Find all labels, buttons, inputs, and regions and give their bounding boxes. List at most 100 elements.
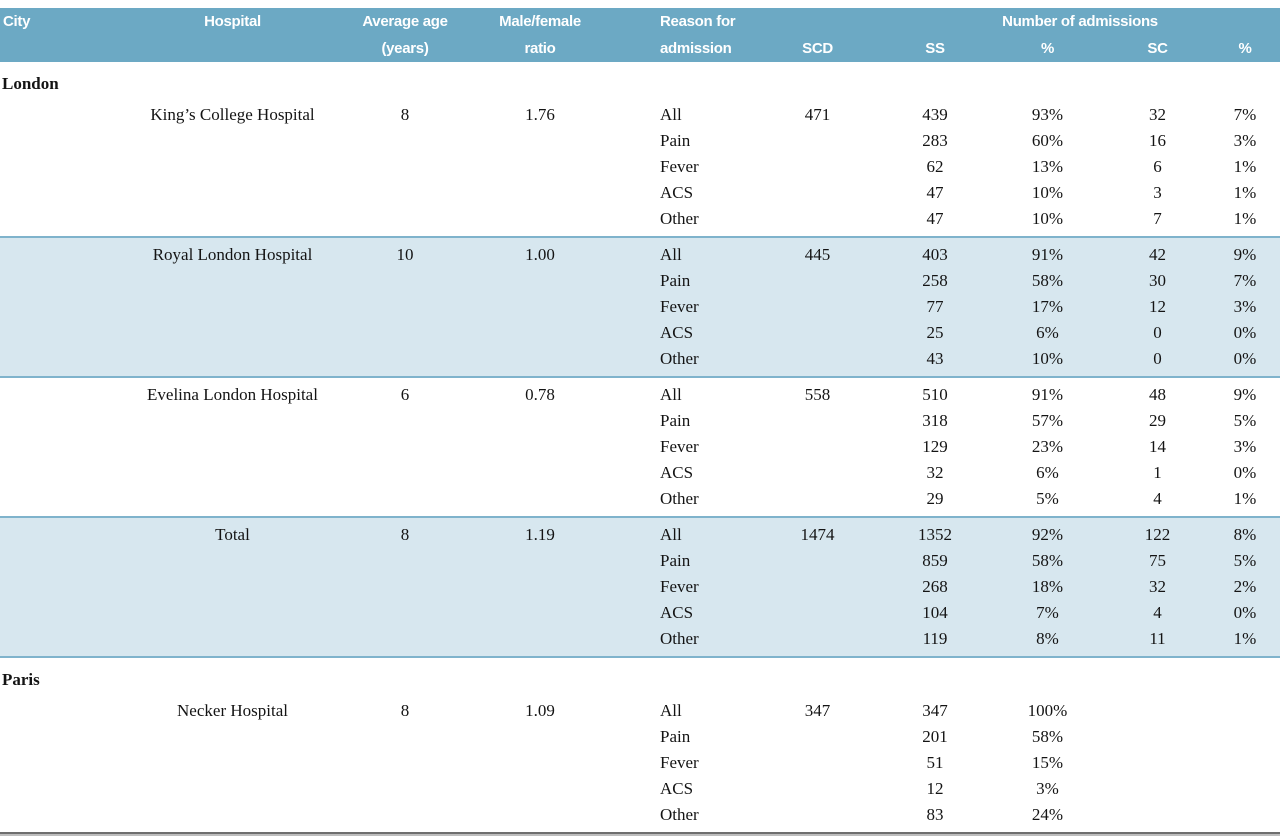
col-header-sc-pct: % xyxy=(1210,35,1280,62)
cell-reason: Other xyxy=(660,349,699,368)
cell-city xyxy=(0,486,130,517)
cell-scd xyxy=(755,180,880,206)
cell-mf-ratio xyxy=(475,486,605,517)
cell-mf-ratio xyxy=(475,626,605,657)
cell-reason: Fever xyxy=(660,437,699,456)
cell-reason: ACS xyxy=(660,779,694,798)
cell-ss-pct: 92% xyxy=(1031,525,1064,544)
cell-hospital xyxy=(130,600,335,626)
cell-mf-ratio xyxy=(475,408,605,434)
cell-reason: Pain xyxy=(660,131,691,150)
cell-sc: 16 xyxy=(1149,131,1166,150)
hospital-section: Necker Hospital 8 1.09 All 347 347 100% Pain 201… xyxy=(0,694,1280,832)
cell-city xyxy=(0,574,130,600)
header-row-1: City Hospital Average age (years) Male/f… xyxy=(0,8,1280,62)
cell-reason: Other xyxy=(660,805,699,824)
cell-scd xyxy=(755,320,880,346)
table-row: Evelina London Hospital 6 0.78 All 558 510 91%… xyxy=(0,377,1280,408)
cell-sc-pct: 7% xyxy=(1233,105,1257,124)
cell-sc-pct: 0% xyxy=(1233,463,1257,482)
cell-ss-pct: 10% xyxy=(1031,183,1064,202)
cell-ss: 83 xyxy=(926,805,944,824)
cell-ss: 25 xyxy=(926,323,944,342)
reason-line1: Reason for xyxy=(660,13,736,30)
cell-scd: 1474 xyxy=(800,525,835,544)
cell-avg-age xyxy=(335,724,475,750)
cell-city xyxy=(0,434,130,460)
cell-ss-pct: 10% xyxy=(1031,209,1064,228)
table-row: Pain 318 57% 29 5% xyxy=(0,408,1280,434)
cell-sc: 32 xyxy=(1149,105,1166,124)
cell-scd xyxy=(755,626,880,657)
cell-hospital xyxy=(130,408,335,434)
cell-hospital xyxy=(130,128,335,154)
cell-avg-age xyxy=(335,574,475,600)
cell-ss-pct: 91% xyxy=(1031,245,1064,264)
cell-mf-ratio xyxy=(475,600,605,626)
cell-avg-age xyxy=(335,294,475,320)
table-row: Other 119 8% 11 1% xyxy=(0,626,1280,657)
cell-sc-pct: 9% xyxy=(1233,385,1257,404)
cell-city xyxy=(0,294,130,320)
cell-scd xyxy=(755,294,880,320)
table-row: Necker Hospital 8 1.09 All 347 347 100% xyxy=(0,694,1280,724)
cell-hospital: King’s College Hospital xyxy=(150,105,315,124)
cell-hospital xyxy=(130,460,335,486)
col-header-hospital-label: Hospital xyxy=(204,13,261,30)
cell-ss: 47 xyxy=(926,183,944,202)
cell-ss-pct: 3% xyxy=(1036,779,1059,798)
cell-hospital xyxy=(130,294,335,320)
cell-reason: Fever xyxy=(660,577,699,596)
cell-reason: ACS xyxy=(660,323,694,342)
cell-mf-ratio xyxy=(475,128,605,154)
col-header-number-of-admissions: Number of admissions xyxy=(880,8,1280,35)
cell-ss: 51 xyxy=(926,753,944,772)
cell-hospital xyxy=(130,776,335,802)
cell-avg-age xyxy=(335,268,475,294)
city-label: London xyxy=(2,74,59,93)
cell-mf-ratio: 1.00 xyxy=(525,245,555,264)
cell-sc: 12 xyxy=(1149,297,1166,316)
cell-ss-pct: 5% xyxy=(1036,489,1059,508)
col-header-ss: SS xyxy=(880,35,990,62)
cell-sc: 0 xyxy=(1153,323,1162,342)
cell-sc-pct: 1% xyxy=(1233,183,1257,202)
cell-reason: All xyxy=(660,385,682,404)
cell-mf-ratio: 0.78 xyxy=(525,385,555,404)
cell-mf-ratio xyxy=(475,320,605,346)
cell-avg-age xyxy=(335,206,475,237)
cell-sc-pct: 0% xyxy=(1233,603,1257,622)
cell-city xyxy=(0,517,130,548)
cell-mf-ratio xyxy=(475,548,605,574)
cell-reason: All xyxy=(660,525,682,544)
cell-scd xyxy=(755,128,880,154)
cell-avg-age xyxy=(335,802,475,832)
reason-line2: admission xyxy=(660,40,732,57)
cell-ss-pct: 18% xyxy=(1031,577,1064,596)
cell-avg-age xyxy=(335,408,475,434)
scd-label: SCD xyxy=(802,40,833,57)
cell-sc: 75 xyxy=(1149,551,1166,570)
col-header-sc: SC xyxy=(1105,35,1210,62)
cell-scd xyxy=(755,486,880,517)
cell-sc: 7 xyxy=(1153,209,1162,228)
cell-ss-pct: 93% xyxy=(1031,105,1064,124)
cell-scd xyxy=(755,574,880,600)
cell-scd xyxy=(755,408,880,434)
cell-scd: 347 xyxy=(804,701,831,720)
cell-ss-pct: 58% xyxy=(1031,727,1064,746)
cell-mf-ratio xyxy=(475,180,605,206)
cell-scd xyxy=(755,154,880,180)
col-header-reason: Reason for admission xyxy=(605,8,755,62)
cell-scd xyxy=(755,548,880,574)
cell-mf-ratio xyxy=(475,750,605,776)
table-row: ACS 47 10% 3 1% xyxy=(0,180,1280,206)
cell-ss: 129 xyxy=(922,437,948,456)
cell-sc-pct: 3% xyxy=(1233,297,1257,316)
cell-ss: 859 xyxy=(922,551,948,570)
cell-mf-ratio xyxy=(475,574,605,600)
cell-hospital xyxy=(130,724,335,750)
cell-avg-age xyxy=(335,320,475,346)
cell-city xyxy=(0,408,130,434)
hospital-section: King’s College Hospital 8 1.76 All 471 439 93%… xyxy=(0,98,1280,237)
